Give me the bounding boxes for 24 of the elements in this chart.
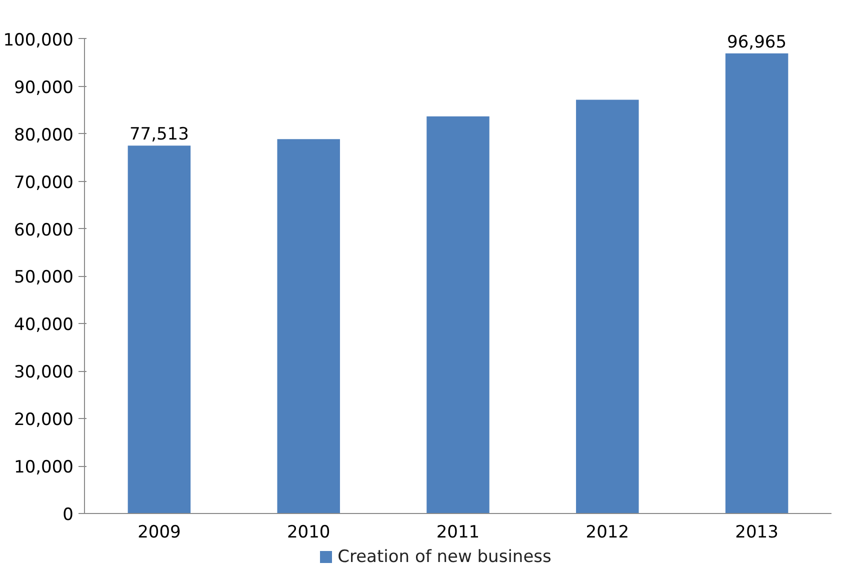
data-label: 77,513 [129,124,189,145]
data-label: 96,965 [727,32,787,52]
y-tick-label: 0 [62,505,74,525]
bar [128,146,191,514]
y-tick-label: 50,000 [14,268,74,288]
y-tick-label: 100,000 [3,30,74,50]
y-tick-label: 80,000 [14,125,74,146]
x-tick-label: 2013 [735,522,778,542]
y-tick-label: 90,000 [14,78,74,98]
y-tick-label: 20,000 [14,410,74,430]
bar [426,116,490,514]
y-tick-label: 30,000 [14,362,74,383]
y-tick-label: 10,000 [14,458,74,478]
legend-label: Creation of new business [336,546,552,569]
x-tick-label: 2010 [286,522,330,542]
bar [277,139,340,514]
bar [576,100,639,514]
x-tick-label: 2011 [436,522,480,542]
bar [725,53,788,514]
y-tick-label: 40,000 [14,315,74,336]
y-tick-label: 60,000 [14,220,74,240]
y-tick-label: 70,000 [14,172,74,193]
x-tick-label: 2009 [138,522,181,542]
x-tick-label: 2012 [586,522,630,542]
